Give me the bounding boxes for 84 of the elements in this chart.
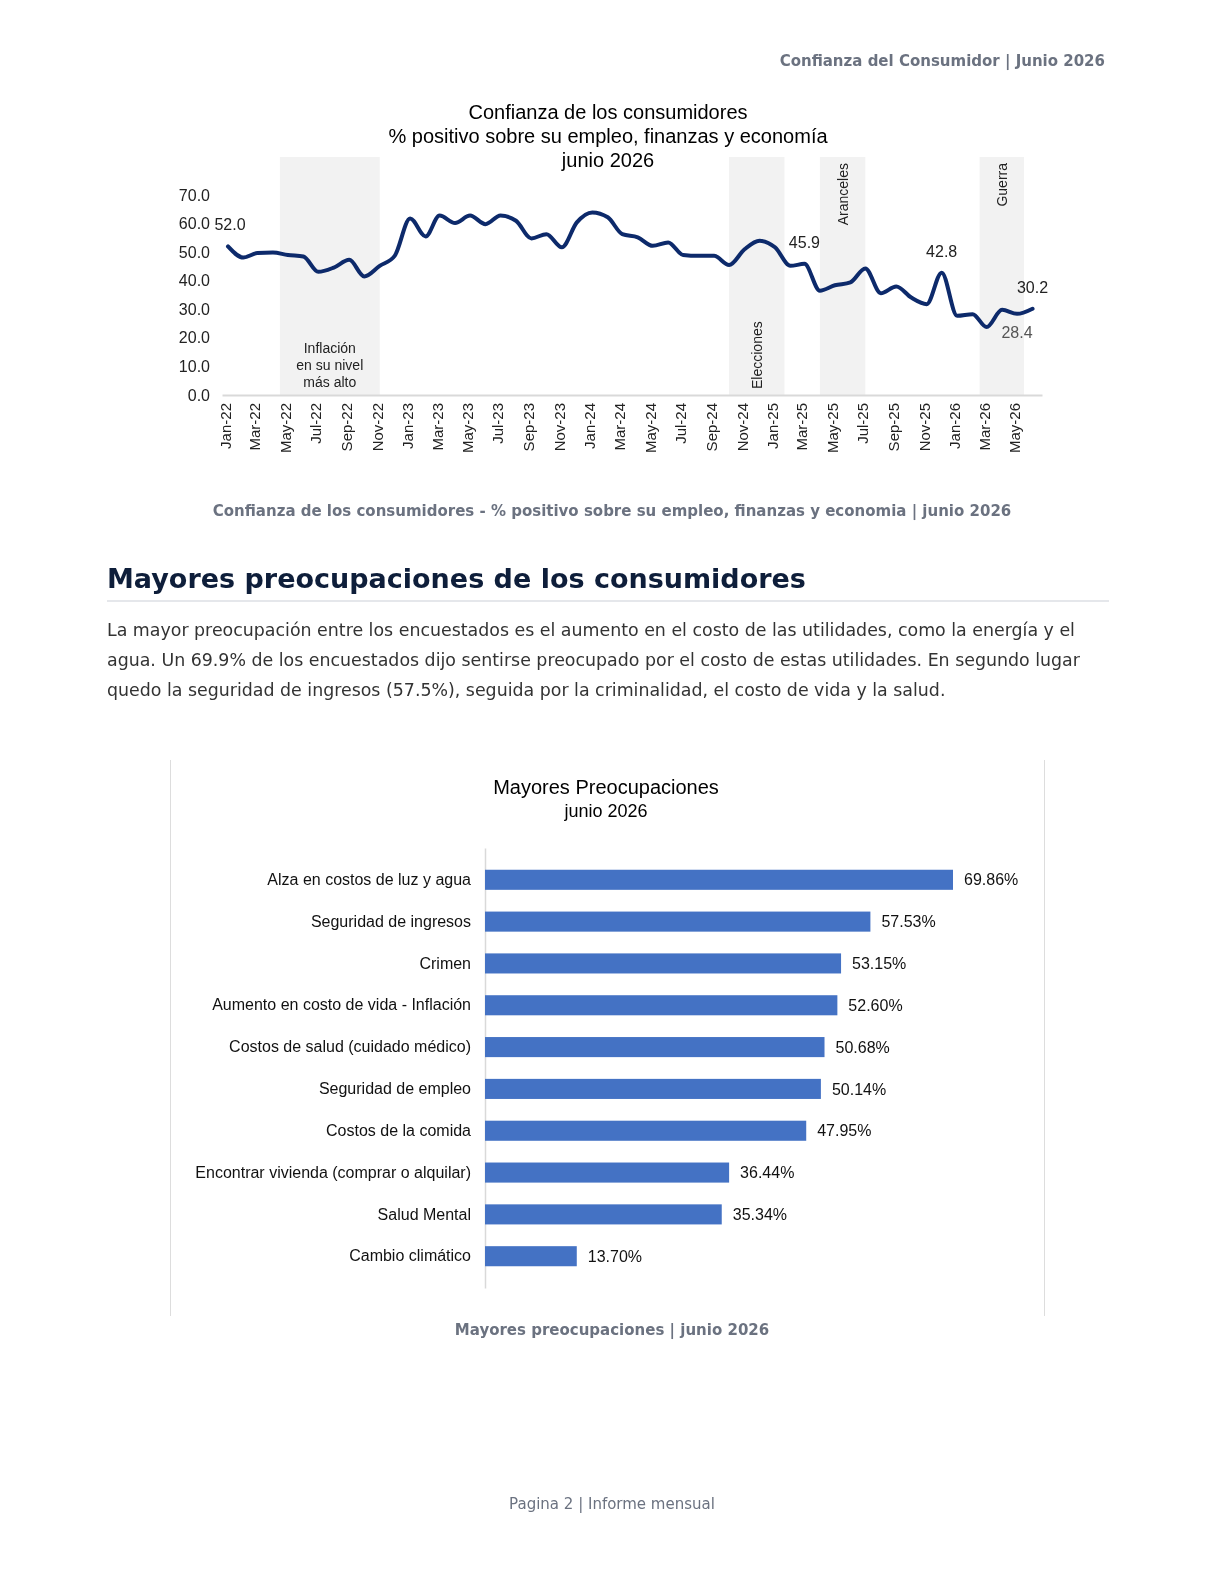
- x-tick-label: Mar-22: [246, 403, 264, 451]
- y-tick-label: 70.0: [178, 186, 211, 204]
- y-tick-label: Crimen: [419, 954, 471, 972]
- x-tick-label: May-26: [1006, 403, 1024, 454]
- y-tick-label: 0.0: [187, 386, 211, 404]
- bar: [485, 995, 838, 1016]
- data-label: 47.95%: [817, 1122, 872, 1140]
- x-tick-label: May-24: [641, 403, 659, 454]
- x-tick-label: Mar-24: [611, 403, 629, 451]
- x-tick-label: Mar-23: [428, 403, 446, 451]
- bar: [485, 911, 871, 932]
- data-label: 57.53%: [881, 913, 936, 931]
- data-label: 69.86%: [964, 871, 1019, 889]
- x-tick-label: Jan-26: [946, 403, 964, 449]
- x-tick-label: Sep-25: [885, 403, 903, 452]
- y-tick-label: 30.0: [178, 300, 211, 318]
- x-tick-label: Jul-24: [672, 403, 690, 444]
- x-tick-label: Jul-25: [854, 403, 872, 444]
- x-tick-label: Jan-25: [763, 403, 781, 449]
- bar: [485, 1037, 825, 1058]
- y-tick-label: 40.0: [178, 272, 211, 290]
- chart-title: Mayores Preocupaciones: [493, 776, 719, 798]
- bar: [485, 1162, 730, 1183]
- y-tick-label: Costos de la comida: [326, 1121, 472, 1139]
- x-tick-label: Nov-25: [915, 403, 933, 452]
- x-tick-label: May-23: [459, 403, 477, 454]
- x-tick-label: Jan-24: [581, 403, 599, 449]
- data-label: 50.14%: [831, 1080, 887, 1098]
- band-label: Guerra: [993, 162, 1010, 207]
- data-label: 13.70%: [587, 1247, 643, 1265]
- band-label: Aranceles: [834, 163, 851, 226]
- x-tick-label: Nov-24: [733, 403, 751, 452]
- x-tick-label: Sep-22: [338, 403, 356, 452]
- y-tick-label: Alza en costos de luz y agua: [267, 870, 472, 888]
- bar: [485, 1204, 722, 1225]
- chart-subtitle: junio 2026: [563, 801, 648, 821]
- y-tick-label: 20.0: [178, 329, 211, 347]
- band-label: Inflación en su nivel más alto: [296, 340, 364, 390]
- data-label: 36.44%: [740, 1164, 795, 1182]
- x-tick-label: Jan-23: [399, 403, 417, 449]
- data-label: 52.60%: [848, 996, 903, 1014]
- x-tick-label: Mar-25: [793, 403, 811, 451]
- x-tick-label: Mar-26: [975, 403, 993, 451]
- x-tick-label: Jan-22: [216, 403, 234, 449]
- y-tick-label: Seguridad de empleo: [318, 1080, 472, 1098]
- bar: [485, 1078, 821, 1099]
- text: Confianza de los consumidores - % positivo sobre su empleo, finanzas y economia | junio 2026: [211, 502, 1013, 520]
- bar: [485, 1120, 807, 1141]
- data-label: 28.4: [1001, 323, 1033, 341]
- data-label: 35.34%: [732, 1205, 788, 1223]
- y-tick-label: Salud Mental: [377, 1205, 471, 1223]
- x-tick-label: May-22: [276, 403, 294, 454]
- data-label: 30.2: [1016, 278, 1049, 296]
- chart-title: Confianza de los consumidores: [468, 101, 748, 123]
- data-label: 45.9: [788, 233, 821, 251]
- text: Pagina 2 | Informe mensual: [508, 1495, 716, 1513]
- bar: [485, 1246, 577, 1267]
- y-tick-label: 60.0: [178, 215, 211, 233]
- y-tick-label: Aumento en costo de vida - Inflación: [212, 996, 471, 1014]
- data-label: 50.68%: [835, 1038, 890, 1056]
- y-tick-label: Costos de salud (cuidado médico): [229, 1038, 471, 1056]
- bar: [485, 869, 953, 890]
- chart-subtitle: % positivo sobre su empleo, finanzas y economía junio 2026: [388, 125, 829, 171]
- data-label: 53.15%: [852, 955, 907, 973]
- band-label: Elecciones: [748, 321, 765, 389]
- y-tick-label: Encontrar vivienda (comprar o alquilar): [195, 1163, 471, 1181]
- x-tick-label: Nov-22: [368, 403, 386, 452]
- x-tick-label: May-25: [823, 403, 841, 454]
- x-tick-label: Sep-24: [703, 403, 721, 452]
- bar: [485, 953, 842, 974]
- data-label: 52.0: [214, 216, 246, 234]
- x-tick-label: Nov-23: [550, 403, 568, 452]
- text: Mayores preocupaciones | junio 2026: [453, 1321, 771, 1339]
- x-tick-label: Jul-23: [489, 403, 507, 444]
- text: Mayores preocupaciones de los consumidores: [107, 563, 1109, 602]
- text: Confianza del Consumidor | Junio 2026: [779, 52, 1105, 70]
- y-tick-label: Cambio climático: [349, 1247, 472, 1265]
- x-tick-label: Jul-22: [307, 403, 325, 444]
- text: La mayor preocupación entre los encuestados es el aumento en el costo de las utilidades, como la energía y el agua. Un 69.9% de los encuestados dijo sentirse preocupado por el costo de estas utilidades. En segundo lugar quedo la seguridad de ingresos (57.5%), seguida por la criminalidad, el costo de vida y la salud.: [107, 619, 1081, 702]
- data-label: 42.8: [926, 242, 958, 260]
- y-tick-label: 10.0: [178, 358, 211, 376]
- x-tick-label: Sep-23: [520, 403, 538, 452]
- y-tick-label: Seguridad de ingresos: [310, 912, 471, 930]
- y-tick-label: 50.0: [178, 243, 211, 261]
